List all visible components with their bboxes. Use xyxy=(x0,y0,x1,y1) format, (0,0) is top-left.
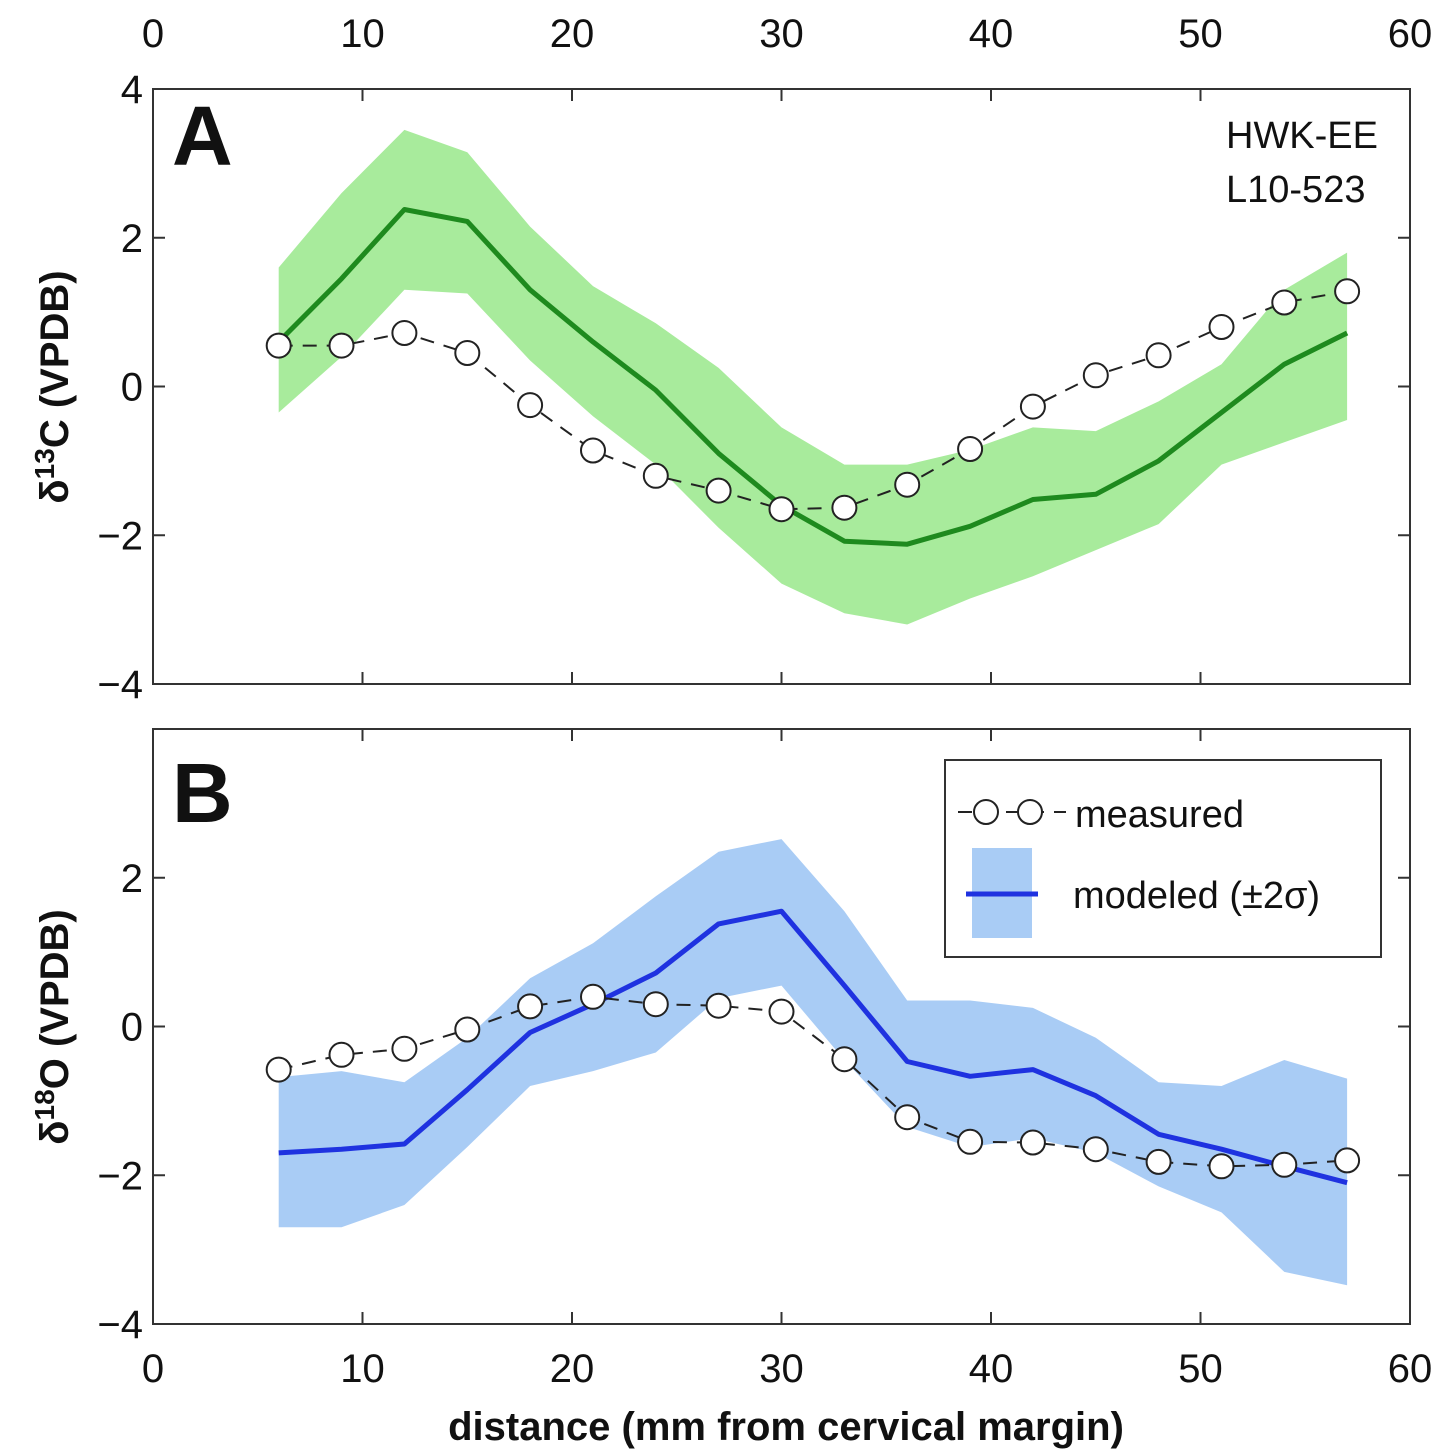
panel-a-y-axis-title: δ13C (VPDB) xyxy=(29,270,77,503)
panel-a-y-tick-label: −4 xyxy=(97,663,143,707)
panel-a-measured-point xyxy=(705,477,732,504)
panel-a-measured-point xyxy=(831,494,858,521)
panel-a-measured-point xyxy=(454,340,481,366)
legend-measured-marker xyxy=(958,799,1066,825)
panel-b-x-tick-label: 50 xyxy=(1178,1347,1223,1391)
panel-a-ylabel-prefix: δ xyxy=(33,479,77,503)
panel-b-measured-point xyxy=(1271,1151,1298,1178)
panel-b-measured-point xyxy=(265,1056,292,1083)
panel-b-y-tick-label: 0 xyxy=(121,1006,143,1050)
panel-a-letter: A xyxy=(172,89,233,183)
panel-a-measured-point xyxy=(642,462,669,489)
panel-b-measured-point xyxy=(1208,1153,1235,1180)
panel-b: 0 10 20 30 40 50 60 −4 −2 0 2 B δ18O (VPDB) distan… xyxy=(29,728,1432,1449)
panel-a-x-tick-label: 10 xyxy=(340,12,385,56)
panel-b-measured-point xyxy=(1334,1147,1361,1174)
panel-a-measured-point xyxy=(265,332,292,359)
panel-a-y-tick-label: 2 xyxy=(121,217,143,261)
legend-measured-label: measured xyxy=(1075,794,1244,836)
panel-b-ylabel-suffix: O (VPDB) xyxy=(33,909,77,1089)
panel-a-x-tick-label: 60 xyxy=(1388,12,1433,56)
panel-b-y-tick-label: −4 xyxy=(97,1303,143,1347)
panel-a-measured-point xyxy=(768,496,795,523)
panel-b-letter: B xyxy=(172,746,233,840)
panel-a-ylabel-sup: 13 xyxy=(29,448,60,479)
panel-a-measured-point xyxy=(1334,278,1361,305)
panel-a-y-tick-label: 4 xyxy=(121,68,143,112)
panel-b-measured-point xyxy=(768,998,795,1025)
x-axis-title: distance (mm from cervical margin) xyxy=(448,1405,1124,1449)
panel-a-modeled-line xyxy=(276,207,1349,547)
legend-modeled-label: modeled (±2σ) xyxy=(1073,875,1320,917)
panel-b-x-tick-label: 30 xyxy=(759,1347,804,1391)
panel-a-x-tick-label: 0 xyxy=(142,12,164,56)
panel-a-y-tick-label: 0 xyxy=(121,366,143,410)
panel-a-y-tick-label: −2 xyxy=(97,514,143,558)
panel-a-measured-point xyxy=(894,471,921,498)
panel-b-x-tick-label: 20 xyxy=(550,1347,595,1391)
panel-b-measured-point xyxy=(1145,1148,1172,1175)
panel-b-x-tick-label: 0 xyxy=(142,1347,164,1391)
panel-b-measured-point xyxy=(894,1104,921,1131)
panel-a-measured-point xyxy=(517,392,544,419)
panel-b-measured-point xyxy=(957,1128,984,1155)
panel-a-measured-point xyxy=(957,436,984,462)
panel-b-measured-point xyxy=(580,983,606,1010)
panel-a-measured-point xyxy=(391,320,418,346)
panel-b-measured-point xyxy=(642,991,669,1018)
panel-a: 0 10 20 30 40 50 60 −4 −2 0 2 4 A HWK-EE L10-523 δ1… xyxy=(29,12,1432,707)
panel-a-plot-layer xyxy=(265,129,1361,625)
panel-b-x-tick-label: 40 xyxy=(969,1347,1014,1391)
panel-b-y-tick-label: −2 xyxy=(97,1154,143,1198)
panel-b-measured-point xyxy=(1082,1136,1109,1163)
panel-b-plot-layer xyxy=(265,839,1361,1286)
panel-b-measured-point xyxy=(454,1016,481,1043)
panel-b-modeled-band xyxy=(278,839,1348,1286)
panel-a-ylabel-suffix: C (VPDB) xyxy=(33,270,77,448)
panel-b-modeled-line xyxy=(278,908,1348,1186)
panel-a-x-tick-label: 40 xyxy=(969,12,1014,56)
legend: measured modeled (±2σ) xyxy=(944,759,1382,958)
panel-b-measured-point xyxy=(831,1046,858,1073)
panel-b-ylabel-sup: 18 xyxy=(29,1089,60,1120)
panel-a-measured-point xyxy=(580,437,606,464)
panel-a-annotation-line1: HWK-EE xyxy=(1226,115,1378,157)
legend-measured-circle-2 xyxy=(1017,799,1043,825)
panel-b-measured-point xyxy=(328,1041,355,1068)
legend-measured-circle-1 xyxy=(973,799,999,825)
panel-a-measured-point xyxy=(1019,393,1046,420)
panel-a-measured-point xyxy=(1271,289,1298,316)
panel-b-measured-point xyxy=(517,993,544,1020)
panel-a-measured-point xyxy=(1145,342,1172,369)
panel-a-measured-point xyxy=(1208,314,1235,340)
panel-b-x-tick-label: 10 xyxy=(340,1347,385,1391)
panel-b-measured-point xyxy=(1019,1129,1046,1156)
panel-a-ticks: 0 10 20 30 40 50 60 −4 −2 0 2 4 xyxy=(97,12,1432,707)
panel-b-ylabel-prefix: δ xyxy=(33,1120,77,1144)
panel-b-measured-point xyxy=(391,1035,418,1062)
panel-a-measured-point xyxy=(1082,362,1109,389)
panel-a-measured-point xyxy=(328,332,355,359)
panel-b-y-axis-title: δ18O (VPDB) xyxy=(29,909,77,1144)
panel-b-y-tick-label: 2 xyxy=(121,857,143,901)
panel-a-x-tick-label: 50 xyxy=(1178,12,1223,56)
panel-a-x-tick-label: 30 xyxy=(759,12,804,56)
panel-b-ticks: 0 10 20 30 40 50 60 −4 −2 0 2 xyxy=(97,729,1432,1391)
panel-a-x-tick-label: 20 xyxy=(550,12,595,56)
legend-modeled-marker xyxy=(966,848,1038,938)
panel-a-modeled-band xyxy=(278,129,1348,625)
panel-a-annotation-line2: L10-523 xyxy=(1226,169,1365,211)
panel-b-measured-point xyxy=(705,992,732,1019)
panel-b-x-tick-label: 60 xyxy=(1388,1347,1433,1391)
